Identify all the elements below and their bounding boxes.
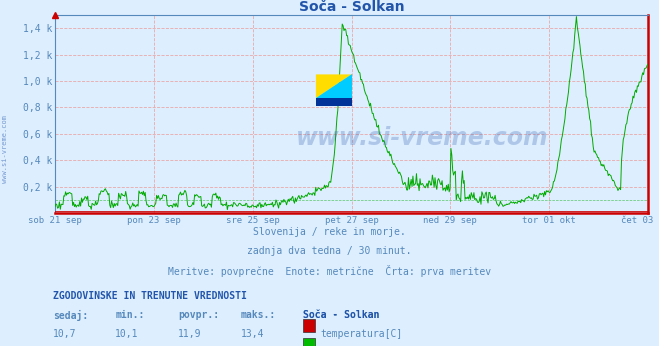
Text: sedaj:: sedaj: [53,310,88,321]
Text: Meritve: povprečne  Enote: metrične  Črta: prva meritev: Meritve: povprečne Enote: metrične Črta:… [168,265,491,277]
Title: Soča - Solkan: Soča - Solkan [299,0,405,14]
Text: 13,4: 13,4 [241,329,264,339]
Text: Slovenija / reke in morje.: Slovenija / reke in morje. [253,227,406,237]
Polygon shape [316,98,351,107]
Text: 10,7: 10,7 [53,329,76,339]
Text: ZGODOVINSKE IN TRENUTNE VREDNOSTI: ZGODOVINSKE IN TRENUTNE VREDNOSTI [53,291,246,301]
Polygon shape [316,74,351,98]
Text: zadnja dva tedna / 30 minut.: zadnja dva tedna / 30 minut. [247,246,412,256]
Text: www.si-vreme.com: www.si-vreme.com [297,126,549,150]
Text: maks.:: maks.: [241,310,275,320]
Text: min.:: min.: [115,310,145,320]
Text: povpr.:: povpr.: [178,310,219,320]
Text: 10,1: 10,1 [115,329,139,339]
Polygon shape [316,74,351,98]
Text: Soča - Solkan: Soča - Solkan [303,310,380,320]
Text: www.si-vreme.com: www.si-vreme.com [2,115,9,183]
Text: temperatura[C]: temperatura[C] [320,329,403,339]
Text: Soča - Solkan: Soča - Solkan [303,310,380,320]
Text: 11,9: 11,9 [178,329,202,339]
